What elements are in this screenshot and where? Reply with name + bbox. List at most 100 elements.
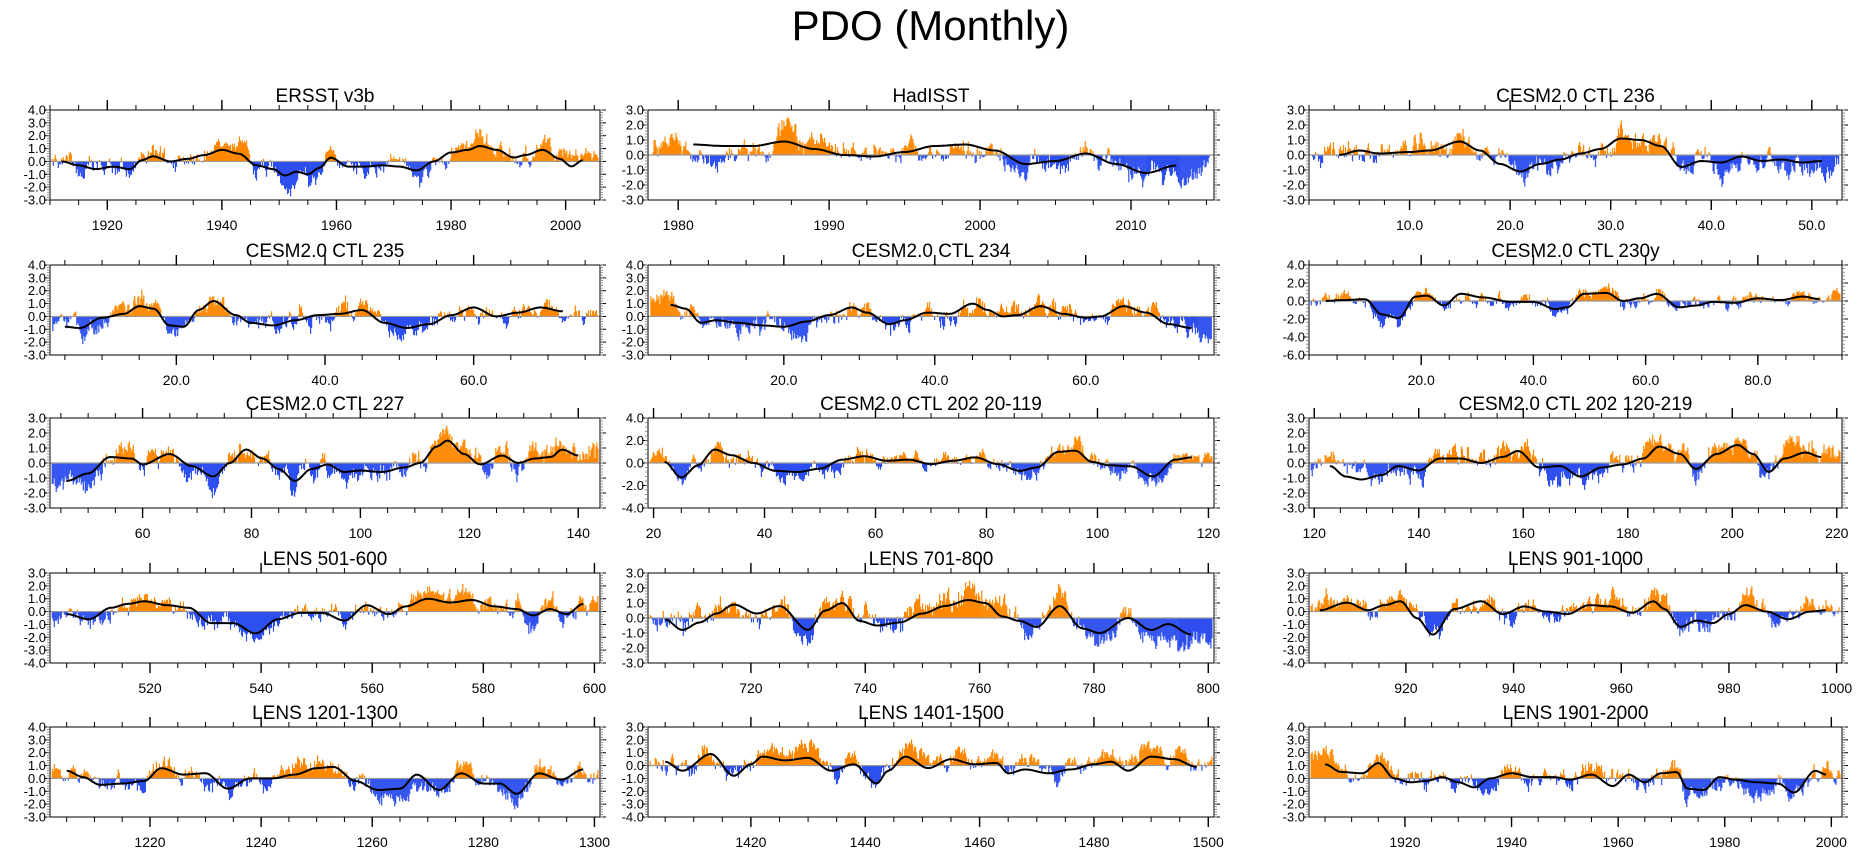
data-bar <box>323 458 325 463</box>
data-bar <box>381 463 383 471</box>
data-bar <box>118 444 120 463</box>
data-bar <box>1461 139 1463 155</box>
data-bar <box>658 448 660 463</box>
data-bar <box>129 310 131 317</box>
data-bar <box>130 451 132 463</box>
data-bar <box>460 145 462 162</box>
data-bar <box>1191 316 1193 333</box>
data-bar <box>1463 136 1465 155</box>
data-bar <box>200 463 202 475</box>
data-bar <box>945 451 947 463</box>
data-bar <box>1688 155 1690 164</box>
data-bar <box>56 463 58 489</box>
data-bar <box>134 295 136 317</box>
data-bar <box>425 463 427 473</box>
data-bar <box>522 304 524 317</box>
data-bar <box>1335 155 1338 157</box>
data-bar <box>367 303 369 317</box>
data-bar <box>561 149 563 162</box>
data-bar <box>403 463 405 470</box>
data-bar <box>1195 316 1197 328</box>
data-bar <box>1749 155 1751 164</box>
data-bar <box>1200 155 1202 176</box>
data-bar <box>654 455 656 463</box>
data-bar <box>552 308 554 317</box>
data-bar <box>1728 155 1730 174</box>
data-bar <box>1586 155 1588 158</box>
data-bar <box>582 156 584 162</box>
data-bar <box>816 140 818 155</box>
data-bar <box>1645 145 1647 155</box>
data-bar <box>717 155 720 162</box>
data-bar <box>1492 301 1495 306</box>
data-bar <box>973 313 975 317</box>
data-bar <box>715 446 717 463</box>
data-bar <box>116 306 118 317</box>
data-bar <box>806 316 808 342</box>
data-bar <box>195 157 198 162</box>
data-bar <box>564 149 566 162</box>
data-bar <box>170 453 172 463</box>
data-bar <box>66 316 68 329</box>
data-bar <box>1455 140 1457 155</box>
data-bar <box>301 463 303 469</box>
data-bar <box>547 307 549 317</box>
data-bar <box>64 463 66 477</box>
data-bar <box>862 455 865 463</box>
data-bar <box>807 316 809 333</box>
data-bar <box>147 309 149 317</box>
data-bar <box>1074 153 1076 155</box>
data-bar <box>1067 155 1069 172</box>
y-tick-label: 3.0 <box>1287 103 1305 118</box>
data-bar <box>657 450 659 463</box>
data-bar <box>1595 155 1598 159</box>
data-bar <box>781 463 783 478</box>
data-bar <box>825 142 827 155</box>
data-bar <box>63 316 65 321</box>
data-bar <box>710 316 712 319</box>
data-bar <box>1583 144 1585 155</box>
data-bar <box>1822 301 1824 303</box>
data-bar <box>467 305 470 317</box>
data-bar <box>1704 147 1706 155</box>
data-bar <box>1729 155 1731 171</box>
data-bar <box>430 446 432 463</box>
data-bar <box>1734 155 1736 166</box>
data-bar <box>756 458 758 463</box>
data-bar <box>150 306 152 317</box>
data-bar <box>153 452 155 463</box>
data-bar <box>107 316 109 327</box>
data-bar <box>930 147 932 155</box>
data-bar <box>135 161 137 163</box>
data-bar <box>225 143 228 162</box>
data-bar <box>517 316 519 319</box>
data-bar <box>1158 155 1161 172</box>
data-bar <box>562 316 564 321</box>
data-bar <box>313 463 315 484</box>
data-bar <box>776 316 778 325</box>
data-bar <box>489 463 491 476</box>
data-bar <box>1788 155 1790 180</box>
data-bar <box>731 153 733 155</box>
data-bar <box>85 463 87 491</box>
data-bar <box>126 161 128 171</box>
data-bar <box>904 453 906 463</box>
data-bar <box>108 158 110 162</box>
data-bar <box>548 138 550 162</box>
data-bar <box>703 155 705 164</box>
data-bar <box>152 305 154 317</box>
data-bar <box>74 463 76 480</box>
data-bar <box>1202 460 1204 463</box>
data-bar <box>707 458 709 463</box>
data-bar <box>341 161 343 164</box>
data-bar <box>1184 316 1186 324</box>
data-bar <box>875 316 877 322</box>
data-bar <box>359 161 361 164</box>
data-bar <box>1423 143 1425 155</box>
data-bar <box>957 144 959 155</box>
data-bar <box>800 142 802 155</box>
data-bar <box>1456 133 1458 155</box>
data-bar <box>748 455 750 463</box>
data-bar <box>390 154 392 162</box>
data-bar <box>368 313 370 317</box>
